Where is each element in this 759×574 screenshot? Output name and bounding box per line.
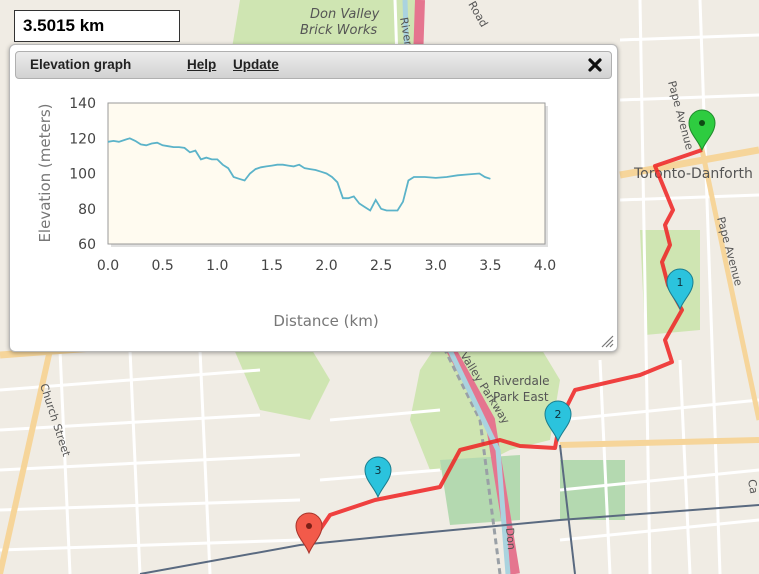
park-area: [230, 330, 330, 420]
streetcar-line: [139, 504, 759, 574]
panel-title: Elevation graph: [30, 57, 132, 72]
marker-end[interactable]: [688, 109, 716, 152]
route-line: [307, 148, 703, 548]
major-road: [697, 139, 759, 421]
resize-handle-icon[interactable]: [600, 334, 614, 348]
x-tick-label: 3.0: [425, 258, 447, 274]
marker-waypoint-2[interactable]: 2: [544, 400, 572, 443]
close-icon[interactable]: [585, 55, 605, 75]
major-road: [0, 349, 53, 574]
x-tick-label: 2.0: [315, 258, 337, 274]
y-tick-label: 120: [69, 131, 96, 147]
railway: [433, 329, 502, 574]
park-area: [410, 330, 560, 470]
y-tick-label: 60: [78, 237, 96, 253]
elevation-chart: 0.0 0.5 1.0 1.5 2.0 2.5 3.0 3.5 4.0 60 80 100 120 14…: [36, 96, 556, 330]
x-tick-label: 0.5: [151, 258, 173, 274]
y-tick-label: 100: [69, 167, 96, 183]
x-tick-label: 1.0: [206, 258, 228, 274]
x-tick-label: 4.0: [534, 258, 556, 274]
marker-start[interactable]: [295, 512, 323, 555]
map-label: Riverdale: [493, 374, 550, 388]
streetcar-line: [559, 444, 576, 574]
y-tick-label: 80: [78, 202, 96, 218]
x-tick-label: 0.0: [97, 258, 119, 274]
map-label: Brick Works: [300, 23, 377, 38]
help-link[interactable]: Help: [187, 57, 217, 72]
elevation-panel: Elevation graph Help Update 0.0 0.5 1.0 1.5…: [9, 44, 618, 352]
x-axis-label: Distance (km): [273, 312, 378, 330]
update-link[interactable]: Update: [233, 57, 279, 72]
map-label: Park East: [493, 390, 549, 404]
marker-label: 1: [677, 276, 684, 289]
marker-label: 2: [555, 408, 562, 421]
x-tick-label: 1.5: [261, 258, 283, 274]
major-road: [619, 146, 759, 179]
major-road: [559, 437, 759, 448]
map-label: River: [397, 16, 415, 47]
distance-readout: 3.5015 km: [14, 10, 180, 42]
x-tick-label: 3.5: [479, 258, 501, 274]
panel-header: Elevation graph Help Update: [15, 51, 612, 79]
map-label: Don Valley: [310, 7, 380, 22]
marker-dot-icon: [699, 120, 705, 126]
marker-waypoint-3[interactable]: 3: [364, 456, 392, 499]
map-label: Don: [503, 527, 518, 550]
y-axis-label: Elevation (meters): [36, 103, 54, 242]
sports-field: [560, 460, 625, 520]
map-label: Ca: [745, 478, 759, 494]
y-tick-label: 140: [69, 96, 96, 112]
marker-dot-icon: [306, 523, 312, 529]
marker-waypoint-1[interactable]: 1: [666, 268, 694, 311]
map-label: Toronto-Danforth: [633, 166, 753, 182]
x-tick-label: 2.5: [370, 258, 392, 274]
marker-label: 3: [375, 464, 382, 477]
elevation-line: [107, 137, 491, 212]
